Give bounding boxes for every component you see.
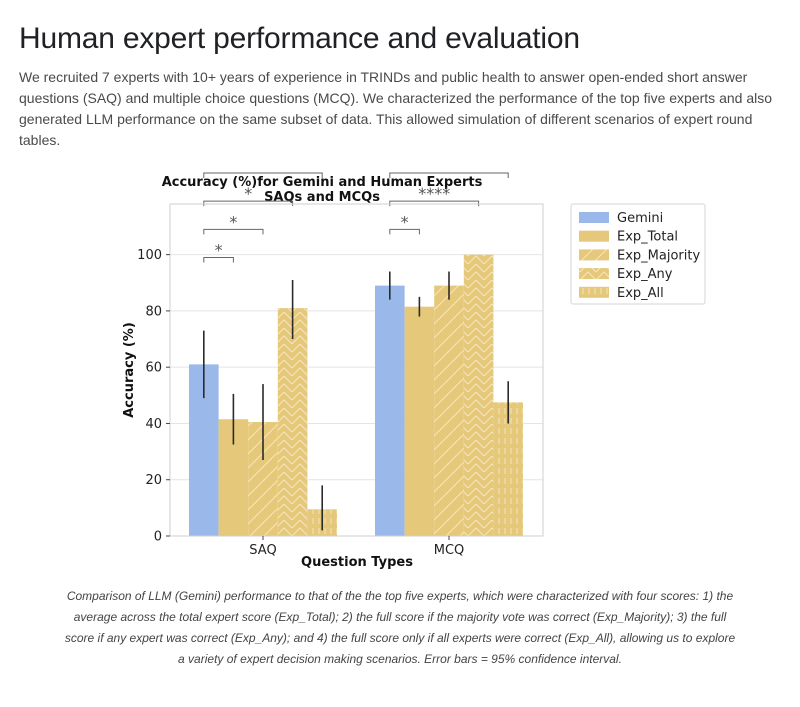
chart-subtitle: SAQs and MCQs: [264, 190, 380, 205]
legend-swatch-exp-total: [579, 230, 609, 242]
significance-bracket: [389, 172, 509, 179]
y-tick-label: 20: [145, 473, 162, 488]
legend-label-gemini: Gemini: [617, 211, 663, 226]
intro-paragraph: We recruited 7 experts with 10+ years of…: [19, 69, 772, 148]
legend-label-exp-majority: Exp_Majority: [617, 248, 700, 263]
legend-swatch-gemini: [579, 212, 609, 223]
legend-swatch-hatch-exp-majority: [579, 249, 609, 261]
page-title: Human expert performance and evaluation: [19, 22, 580, 55]
bar-hatch-exp-all: [493, 402, 523, 536]
legend-label-exp-all: Exp_All: [617, 286, 664, 301]
error-bars: [203, 271, 510, 531]
bar-hatch-exp-majority: [434, 285, 464, 536]
bar-hatch-exp-any: [277, 308, 308, 536]
y-tick-label: 80: [145, 304, 162, 319]
significance-bracket: [203, 228, 264, 235]
legend-label-exp-any: Exp_Any: [617, 267, 673, 282]
accuracy-bar-chart: Accuracy (%)for Gemini and Human Experts…: [122, 168, 706, 570]
significance-label: ****: [433, 168, 465, 175]
significance-bracket: [203, 172, 323, 179]
axis-ticks: 0 20 40 60 80 100 SAQ MCQ: [137, 248, 464, 558]
legend-label-exp-total: Exp_Total: [617, 230, 678, 245]
bar-exp-total: [404, 306, 435, 536]
legend: Gemini Exp_Total Exp_Majority Exp_Any Exp_Al…: [570, 203, 706, 305]
significance-label: ****: [247, 168, 279, 175]
significance-label: *: [401, 212, 409, 231]
x-tick-label: SAQ: [249, 543, 276, 558]
significance-brackets: ****************: [203, 168, 509, 263]
figure-caption: Comparison of LLM (Gemini) performance t…: [64, 589, 736, 666]
bar-hatch-exp-any: [463, 254, 494, 536]
significance-label: *: [215, 240, 223, 259]
legend-swatch-hatch-exp-all: [579, 286, 609, 298]
bar-gemini: [375, 285, 405, 536]
significance-label: *: [229, 212, 237, 231]
plot-frame: [169, 203, 544, 537]
significance-bracket: [203, 256, 234, 263]
chart-title: Accuracy (%)for Gemini and Human Experts: [162, 175, 483, 190]
legend-swatch-hatch-exp-any: [579, 268, 609, 280]
significance-label: *: [244, 184, 252, 203]
bars: [189, 254, 523, 536]
y-tick-label: 0: [154, 530, 162, 545]
x-tick-label: MCQ: [434, 543, 465, 558]
significance-bracket: [389, 228, 420, 235]
y-tick-label: 40: [145, 417, 162, 432]
x-axis-label: Question Types: [301, 555, 413, 570]
y-axis-label: Accuracy (%): [122, 322, 137, 418]
significance-label: ****: [418, 184, 450, 203]
y-tick-label: 100: [137, 248, 162, 263]
y-tick-label: 60: [145, 361, 162, 376]
